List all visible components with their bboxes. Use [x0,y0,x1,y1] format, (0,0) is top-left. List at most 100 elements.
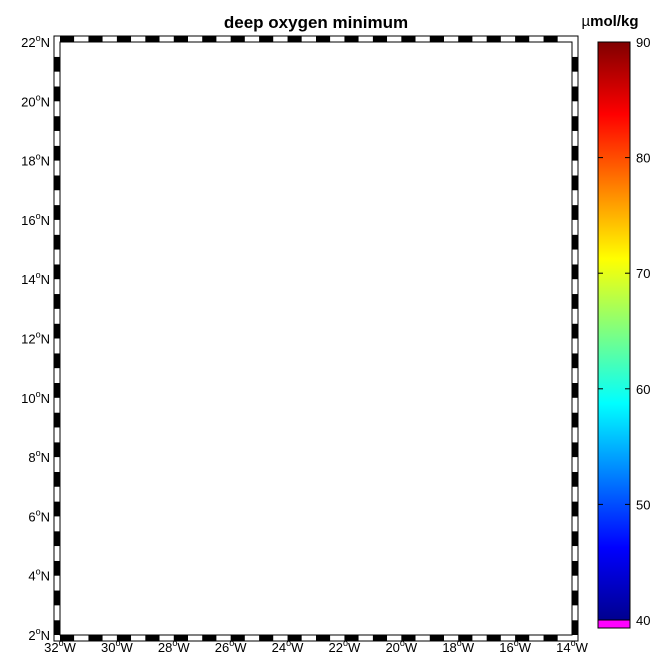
frame-segment [401,635,416,641]
frame-segment [486,36,501,42]
frame-segment [54,397,60,413]
frame-segment [131,635,146,641]
frame-segment [572,175,578,191]
frame-segment [444,635,459,641]
frame-segment [54,71,60,87]
frame-segment [54,116,60,131]
frame-segment [572,279,578,295]
frame-segment [429,36,444,42]
frame-segment [54,427,60,443]
frame-segment [572,531,578,547]
frame-segment [54,382,60,398]
frame-segment [458,635,473,641]
frame-segment [572,234,578,250]
frame-segment [74,635,89,641]
frame-segment [572,308,578,324]
frame-segment [572,205,578,220]
frame-segment [572,219,578,235]
map-title: deep oxygen minimum [224,13,408,32]
frame-segment [316,635,331,641]
frame-segment [216,635,231,641]
frame-segment [259,36,274,42]
frame-segment [173,36,188,42]
frame-segment [415,36,430,42]
frame-segment [572,116,578,131]
x-tick-label: 18oW [442,638,474,655]
frame-segment [116,635,132,641]
frame-segment [500,36,516,42]
y-tick-label: 20oN [21,92,50,109]
frame-segment [572,620,578,635]
frame-segment [387,635,402,641]
frame-segment [557,635,572,641]
frame-segment [572,249,578,265]
frame-segment [54,219,60,235]
frame-segment [259,635,274,641]
frame-segment [572,71,578,87]
frame-segment [54,86,60,102]
frame-segment [572,501,578,517]
colorbar-ticks: 40 50 60 70 80 90 [598,35,650,628]
frame-segment [273,635,288,641]
colorbar-unit-label: µmol/kg [582,13,639,30]
y-tick-label: 6oN [28,507,50,524]
frame-segment [54,160,60,176]
frame-segment [54,412,60,428]
frame-segment [145,36,160,42]
frame-segment [572,294,578,309]
frame-segment [54,471,60,487]
frame-segment [330,635,345,641]
frame-segment [54,323,60,339]
frame-segment [572,412,578,428]
frame-segment [74,36,89,42]
x-tick-label: 32oW [44,638,76,655]
frame-segment [572,382,578,398]
frame-segment [572,427,578,443]
frame-segment [572,56,578,72]
frame-segment [557,36,572,42]
frame-segment [316,36,331,42]
frame-segment [173,635,188,641]
frame-segment [54,575,60,591]
frame-segment [54,353,60,369]
frame-segment [572,264,578,280]
frame-segment [372,36,388,42]
frame-segment [54,130,60,146]
frame-segment [358,36,373,42]
frame-segment [244,635,260,641]
frame-segment [515,635,530,641]
frame-segment [372,635,388,641]
frame-segment [572,338,578,354]
frame-segment [54,279,60,295]
frame-segment [54,101,60,117]
colorbar [597,41,631,621]
frame-inner [59,41,573,636]
frame-segment [572,442,578,458]
frame-segment [572,457,578,472]
frame-segment [515,36,530,42]
y-tick-label: 12oN [21,330,50,347]
frame-segment [472,635,487,641]
y-tick-label: 14oN [21,270,50,287]
frame-segment [54,145,60,161]
x-tick-label: 30oW [101,638,133,655]
y-tick-label: 2oN [28,626,50,643]
frame-segment [188,36,203,42]
frame-segment [415,635,430,641]
frame-segment [572,486,578,502]
y-tick-label: 22oN [21,33,50,50]
frame-segment [54,190,60,206]
frame-segment [54,175,60,191]
frame-segment [54,457,60,472]
frame-segment [572,42,578,57]
frame-segment [102,635,117,641]
frame-segment [572,397,578,413]
frame-segment [529,36,544,42]
frame-segment [88,635,103,641]
frame-segment [572,86,578,102]
frame-segment [54,546,60,561]
frame-segment [543,36,558,42]
frame-segment [216,36,231,42]
frame-segment [54,234,60,250]
